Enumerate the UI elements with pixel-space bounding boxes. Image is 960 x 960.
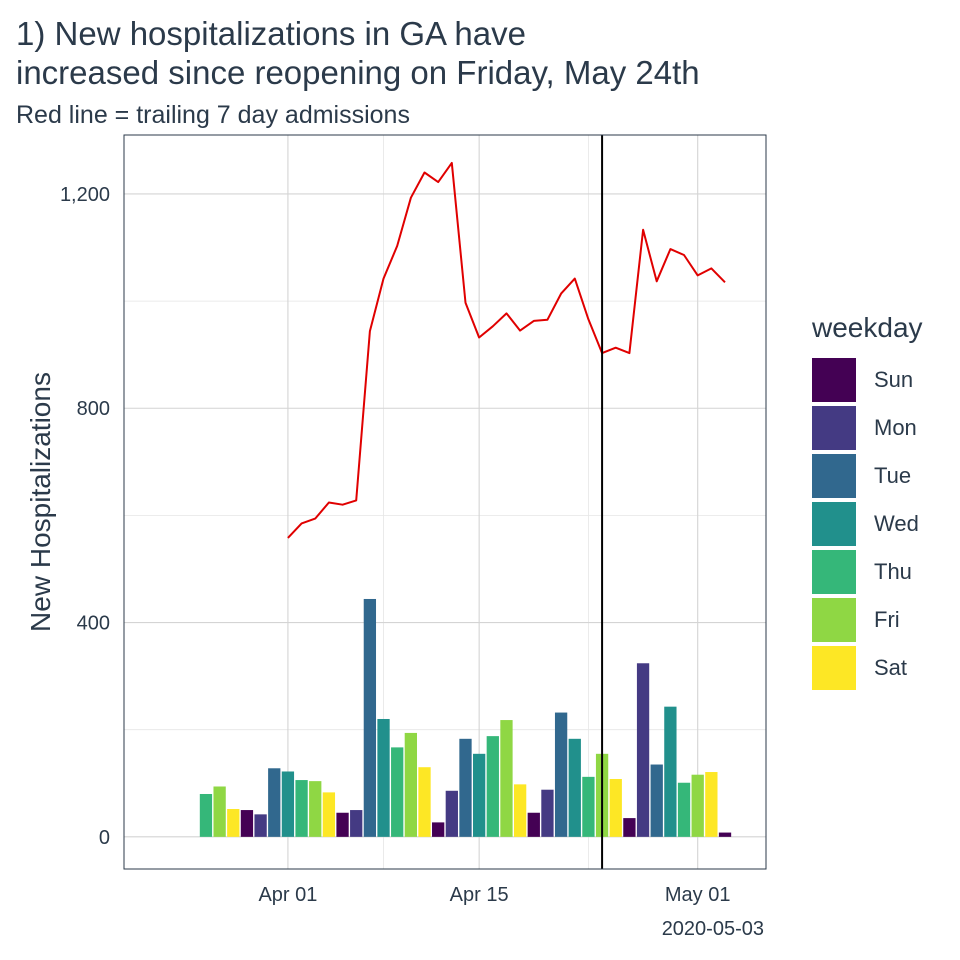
- x-axis-tick-labels: Apr 01 Apr 15 May 01: [258, 884, 730, 906]
- bar-2020-04-09: [391, 747, 404, 837]
- trailing-line-series: [287, 161, 726, 539]
- legend-swatch: [812, 502, 856, 546]
- bar-2020-04-29: [664, 706, 677, 837]
- y-tick-label: 0: [99, 827, 110, 849]
- bar-2020-04-18: [513, 784, 527, 837]
- bar-2020-04-07: [363, 598, 377, 837]
- bar-2020-04-26: [623, 818, 636, 837]
- legend-item-sat: Sat: [812, 644, 923, 692]
- bar-2020-04-06: [350, 810, 363, 837]
- bar-2020-04-30: [677, 782, 691, 837]
- legend-label: Sat: [874, 655, 908, 680]
- bar-2020-04-15: [473, 753, 486, 837]
- bar-2020-04-10: [404, 732, 417, 837]
- bar-2020-05-02: [705, 772, 718, 837]
- bar-2020-04-20: [541, 789, 554, 837]
- bar-2020-04-27: [636, 663, 650, 837]
- bar-2020-04-19: [527, 812, 540, 837]
- bar-2020-03-31: [268, 768, 281, 837]
- legend-label: Sun: [874, 367, 914, 392]
- legend-label: Wed: [874, 511, 919, 536]
- legend-label: Mon: [874, 415, 917, 440]
- legend-item-fri: Fri: [812, 596, 923, 644]
- legend-item-mon: Mon: [812, 404, 923, 452]
- bar-2020-04-02: [295, 780, 308, 837]
- legend-label: Thu: [874, 559, 912, 584]
- y-tick-label: 400: [77, 613, 110, 635]
- bar-2020-04-13: [445, 790, 458, 837]
- bar-2020-03-30: [254, 814, 267, 837]
- y-axis-tick-labels: 0 400 800 1,200: [60, 184, 110, 849]
- legend-swatch: [812, 358, 856, 402]
- legend-item-tue: Tue: [812, 452, 923, 500]
- y-tick-label: 1,200: [60, 184, 110, 206]
- legend-item-thu: Thu: [812, 548, 923, 596]
- bar-2020-04-23: [582, 776, 595, 837]
- bar-2020-04-04: [322, 792, 336, 837]
- legend: weekday Sun Mon Tue Wed Thu Fri Sat: [812, 312, 923, 692]
- bar-2020-04-17: [500, 720, 513, 837]
- bar-2020-04-01: [281, 771, 295, 837]
- bar-2020-04-08: [377, 718, 390, 837]
- legend-item-sun: Sun: [812, 356, 923, 404]
- y-axis-label: New Hospitalizations: [25, 372, 56, 632]
- panel-border: [123, 134, 767, 870]
- legend-swatch: [812, 454, 856, 498]
- x-tick-label: Apr 15: [450, 884, 509, 906]
- bar-2020-04-16: [486, 736, 499, 837]
- bar-series: [199, 598, 732, 837]
- bar-2020-04-12: [432, 822, 445, 837]
- bar-2020-05-03: [718, 832, 732, 837]
- chart-subtitle: Red line = trailing 7 day admissions: [16, 101, 410, 129]
- legend-swatch: [812, 406, 856, 450]
- bar-2020-04-21: [554, 712, 568, 837]
- bar-2020-04-05: [336, 812, 349, 837]
- legend-label: Tue: [874, 463, 912, 488]
- x-tick-label: Apr 01: [258, 884, 317, 906]
- legend-label: Fri: [874, 607, 900, 632]
- y-tick-label: 800: [77, 398, 110, 420]
- legend-swatch: [812, 550, 856, 594]
- bar-2020-04-14: [459, 738, 472, 837]
- chart-caption: 2020-05-03: [661, 918, 764, 940]
- bar-2020-04-28: [650, 764, 663, 837]
- chart-title-line-2: increased since reopening on Friday, May…: [16, 54, 700, 91]
- legend-items: Sun Mon Tue Wed Thu Fri Sat: [812, 356, 923, 692]
- bar-2020-03-26: [199, 793, 213, 837]
- legend-swatch: [812, 646, 856, 690]
- bar-2020-03-28: [227, 808, 240, 837]
- trailing-7-day-line: [287, 161, 726, 539]
- bar-2020-03-29: [240, 810, 254, 837]
- chart-title-line-1: 1) New hospitalizations in GA have: [16, 15, 526, 52]
- bar-2020-04-11: [418, 767, 431, 837]
- x-tick-label: May 01: [665, 884, 731, 906]
- bar-2020-04-25: [609, 778, 622, 837]
- legend-title: weekday: [812, 312, 923, 343]
- bar-2020-03-27: [213, 786, 226, 837]
- bar-2020-05-01: [691, 774, 704, 837]
- bar-2020-04-03: [309, 781, 322, 837]
- legend-swatch: [812, 598, 856, 642]
- bar-2020-04-22: [568, 738, 581, 837]
- legend-item-wed: Wed: [812, 500, 923, 548]
